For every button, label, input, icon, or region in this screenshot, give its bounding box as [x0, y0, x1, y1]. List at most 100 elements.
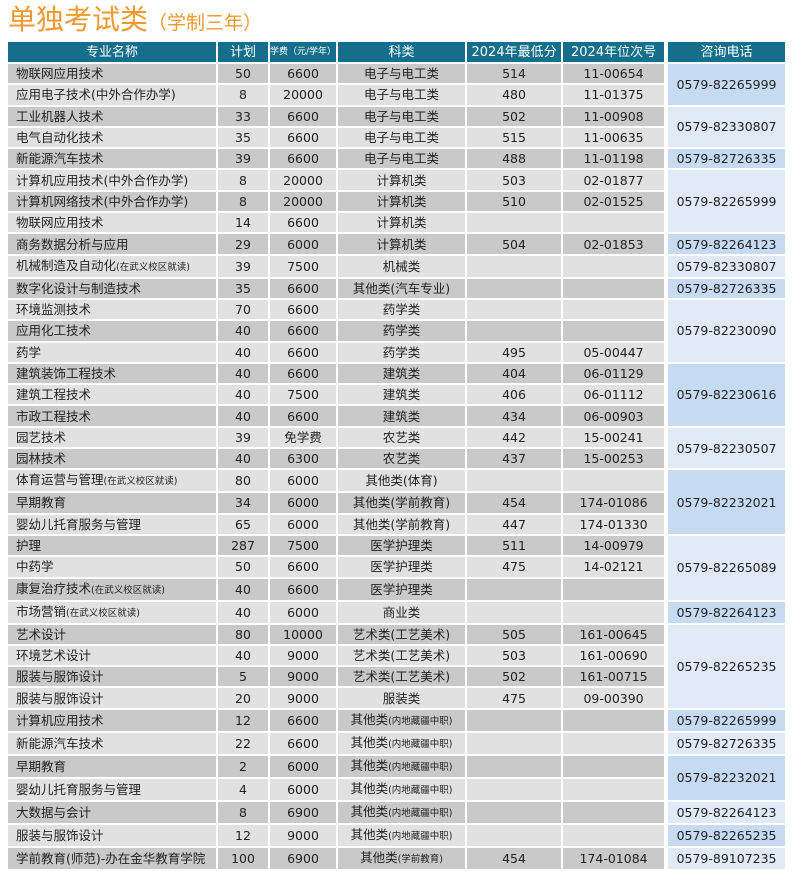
table-row: 物联网应用技术 50 6600 电子与电工类 514 11-00654 0579-82265… [8, 64, 786, 105]
rank-cell: 14-00979 [563, 535, 665, 556]
fee-cell: 6000 [270, 234, 337, 254]
plan-cell: 34 [218, 493, 268, 513]
fee-cell: 6600 [270, 342, 337, 362]
score-cell [467, 470, 562, 492]
rank-cell: 02-01853 [563, 234, 665, 254]
major-name: 环境艺术设计 [16, 647, 92, 663]
phone-cell: 0579-82265089 [668, 535, 786, 600]
fee-cell: 免学费 [270, 427, 337, 448]
fee-cell: 6900 [270, 801, 337, 823]
major-name: 市场营销 [16, 603, 67, 619]
plan-cell: 5 [218, 667, 268, 687]
plan-cell: 50 [218, 557, 268, 577]
plan-cell: 35 [218, 127, 268, 148]
title-sub: （学制三年） [148, 12, 263, 34]
score-cell: 475 [467, 557, 562, 577]
fee-cell: 6600 [270, 709, 337, 731]
rank-cell: 11-00654 [563, 64, 665, 84]
rank-cell [563, 824, 665, 846]
page-title: 单独考试类（学制三年） [8, 2, 262, 41]
category-cell: 其他类(内地藏疆中职) [338, 732, 466, 754]
fee-cell: 6000 [270, 778, 337, 800]
score-cell: 434 [467, 406, 562, 426]
category: 计算机类 [376, 193, 427, 209]
phone-cell: 0579-82265999 [668, 170, 786, 233]
header-name: 专业名称 [8, 42, 216, 62]
category-cell: 其他类(内地藏疆中职) [338, 709, 466, 731]
category: 农艺类 [382, 451, 421, 467]
major-name-cell: 建筑装饰工程技术 [8, 363, 216, 384]
major-name-cell: 新能源汽车技术 [8, 732, 216, 754]
table-row: 商务数据分析与应用 29 6000 计算机类 504 02-01853 0579-82264… [8, 234, 786, 254]
plan-cell: 40 [218, 342, 268, 362]
major-name-cell: 物联网应用技术 [8, 213, 216, 233]
score-cell [467, 255, 562, 277]
major-name: 建筑装饰工程技术 [16, 366, 117, 381]
category-cell: 其他类(学前教育) [338, 493, 466, 513]
plan-cell: 14 [218, 213, 268, 233]
category: 商业类 [382, 604, 421, 620]
major-name: 学前教育(师范)-办在金华教育学院 [16, 850, 206, 866]
table-row: 环境艺术设计 40 9000 艺术类(工艺美术) 503 161-00690 [8, 645, 785, 666]
score-cell: 437 [467, 449, 562, 469]
rank-cell: 06-01129 [563, 363, 665, 384]
major-name: 计算机应用技术 [16, 712, 104, 728]
major-name: 计算机网络技术(中外合作办学) [16, 193, 189, 209]
major-name: 电气自动化技术 [16, 130, 104, 146]
major-name-cell: 电气自动化技术 [8, 127, 216, 148]
major-name-cell: 早期教育 [8, 755, 216, 777]
table-row: 早期教育 34 6000 其他类(学前教育) 454 174-01086 [8, 493, 785, 513]
category-cell: 计算机类 [338, 213, 466, 233]
major-name: 护理 [16, 538, 42, 554]
category: 电子与电工类 [364, 130, 440, 146]
category: 艺术类(工艺美术) [352, 669, 451, 685]
category-note: (内地藏疆中职) [388, 715, 453, 727]
major-name: 服装与服饰设计 [16, 827, 104, 843]
rank-cell: 05-00447 [563, 342, 665, 362]
table-row: 婴幼儿托育服务与管理 4 6000 其他类(内地藏疆中职) [8, 778, 785, 800]
table-row: 康复治疗技术(在武义校区就读) 40 6600 医学护理类 [8, 578, 785, 600]
table-row: 电气自动化技术 35 6600 电子与电工类 515 11-00635 [8, 127, 785, 148]
major-name-cell: 建筑工程技术 [8, 385, 216, 405]
major-name: 数字化设计与制造技术 [16, 280, 142, 296]
table-row: 市政工程技术 40 6600 建筑类 434 06-00903 [8, 406, 785, 426]
score-cell: 480 [467, 85, 562, 105]
plan-cell: 40 [218, 449, 268, 469]
phone-cell: 0579-82265999 [668, 709, 786, 731]
category-cell: 计算机类 [338, 234, 466, 254]
major-name-cell: 园艺技术 [8, 427, 216, 448]
category: 计算机类 [376, 172, 427, 188]
category-cell: 艺术类(工艺美术) [338, 645, 466, 666]
fee-cell: 6600 [270, 557, 337, 577]
category-cell: 服装类 [338, 688, 466, 708]
score-cell [467, 213, 562, 233]
major-note: (在武义校区就读) [66, 607, 140, 619]
major-name-cell: 商务数据分析与应用 [8, 234, 216, 254]
score-cell: 454 [467, 493, 562, 513]
category-note: (内地藏疆中职) [388, 807, 453, 819]
rank-cell [563, 255, 665, 277]
category-cell: 建筑类 [338, 363, 466, 384]
rank-cell [563, 299, 665, 320]
score-cell [467, 709, 562, 731]
rank-cell: 161-00715 [563, 667, 665, 687]
rank-cell: 02-01877 [563, 170, 665, 190]
major-name-cell: 市政工程技术 [8, 406, 216, 426]
fee-cell: 6600 [270, 321, 337, 341]
category: 其他类 [350, 711, 389, 727]
fee-cell: 6300 [270, 449, 337, 469]
rank-cell: 11-00908 [563, 106, 665, 126]
plan-cell: 50 [218, 64, 268, 84]
rank-cell [563, 732, 665, 754]
major-name: 婴幼儿托育服务与管理 [16, 516, 142, 532]
major-name-cell: 计算机应用技术(中外合作办学) [8, 170, 216, 190]
fee-cell: 6600 [270, 732, 337, 754]
category-cell: 医学护理类 [338, 557, 466, 577]
rank-cell: 06-00903 [563, 406, 665, 426]
phone-cell: 0579-82726335 [668, 732, 786, 754]
major-name-cell: 中药学 [8, 557, 216, 577]
fee-cell: 6000 [270, 601, 337, 623]
score-cell: 511 [467, 535, 562, 556]
rank-cell: 15-00253 [563, 449, 665, 469]
major-name: 计算机应用技术(中外合作办学) [16, 172, 189, 188]
